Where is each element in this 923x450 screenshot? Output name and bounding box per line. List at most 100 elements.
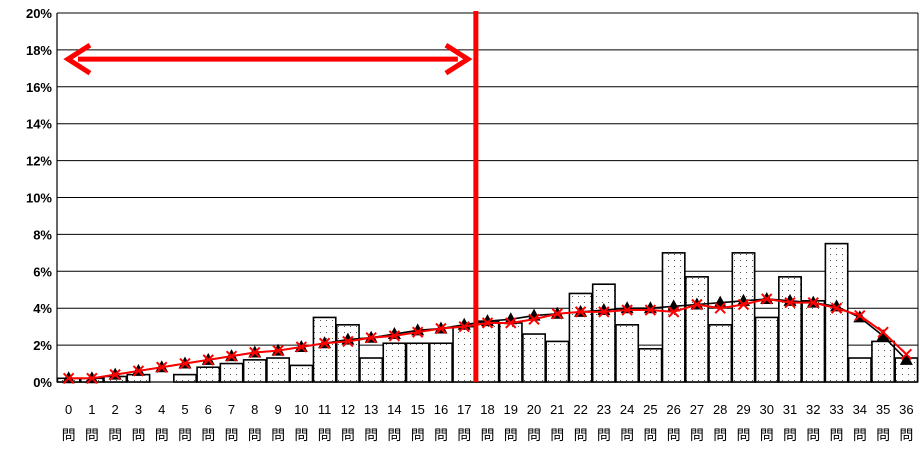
- x-marker: [644, 304, 657, 316]
- x-tick-suffix: 問: [643, 428, 657, 444]
- x-marker-stroke: [644, 304, 657, 316]
- bar: [498, 322, 523, 383]
- x-marker: [295, 341, 308, 353]
- bar: [382, 342, 407, 383]
- x-tick-suffix: 問: [690, 428, 704, 444]
- x-marker-stroke: [854, 309, 866, 322]
- annotations: [63, 11, 479, 382]
- x-tick-label: 0: [65, 402, 72, 417]
- x-tick-label: 35: [876, 402, 890, 417]
- x-tick-suffix: 問: [899, 428, 913, 444]
- x-marker-stroke: [807, 296, 819, 309]
- x-marker: [365, 332, 377, 344]
- x-tick-label: 33: [829, 402, 843, 417]
- bar: [847, 357, 872, 383]
- bar: [545, 340, 570, 383]
- x-marker: [598, 306, 610, 318]
- x-marker: [830, 302, 843, 314]
- bar: [522, 333, 547, 383]
- x-tick-suffix: 問: [876, 428, 890, 444]
- y-tick-label: 6%: [33, 264, 52, 279]
- bar: [196, 366, 221, 383]
- x-marker: [202, 354, 214, 366]
- bar: [312, 316, 337, 383]
- bar: [242, 359, 267, 383]
- bar: [615, 324, 640, 383]
- y-tick-label: 8%: [33, 227, 52, 242]
- y-tick-label: 4%: [33, 301, 52, 316]
- x-tick-label: 5: [181, 402, 188, 417]
- bar: [428, 342, 453, 383]
- x-tick-label: 1: [88, 402, 95, 417]
- y-tick-label: 14%: [26, 117, 52, 132]
- x-tick-suffix: 問: [387, 428, 401, 444]
- x-tick-suffix: 問: [271, 428, 285, 444]
- x-marker-stroke: [411, 326, 424, 338]
- x-marker-stroke: [435, 322, 447, 335]
- x-marker-stroke: [295, 341, 308, 353]
- x-tick-suffix: 問: [434, 428, 448, 444]
- x-tick-label: 10: [294, 402, 308, 417]
- x-tick-label: 24: [620, 402, 634, 417]
- x-tick-suffix: 問: [760, 428, 774, 444]
- x-marker-stroke: [528, 313, 540, 325]
- x-tick-label: 26: [666, 402, 680, 417]
- x-marker-stroke: [318, 337, 331, 349]
- bar: [731, 252, 756, 383]
- x-tick-label: 16: [434, 402, 448, 417]
- bar: [778, 276, 802, 383]
- bar: [801, 300, 826, 383]
- x-tick-label: 23: [597, 402, 611, 417]
- x-marker-stroke: [667, 306, 680, 318]
- x-tick-suffix: 問: [364, 428, 378, 444]
- x-tick-label: 20: [527, 402, 541, 417]
- x-tick-label: 32: [806, 402, 820, 417]
- x-marker-stroke: [551, 308, 564, 320]
- x-marker-stroke: [737, 298, 750, 311]
- x-marker: [714, 302, 726, 314]
- y-tick-label: 10%: [26, 191, 52, 206]
- x-marker-stroke: [574, 306, 587, 318]
- bar: [475, 320, 500, 383]
- x-tick-suffix: 問: [294, 428, 308, 444]
- arrow-head-left: [63, 43, 92, 76]
- x-tick-label: 2: [112, 402, 119, 417]
- x-tick-suffix: 問: [318, 428, 332, 444]
- x-tick-label: 12: [341, 402, 355, 417]
- x-marker: [272, 344, 284, 357]
- x-marker: [411, 326, 424, 338]
- x-tick-label: 28: [713, 402, 727, 417]
- x-tick-suffix: 問: [457, 428, 471, 444]
- x-tick-label: 8: [251, 402, 258, 417]
- x-tick-label: 30: [760, 402, 774, 417]
- x-marker-stroke: [830, 302, 843, 314]
- bar: [684, 276, 709, 383]
- x-marker: [342, 335, 354, 348]
- x-tick-suffix: 問: [131, 428, 145, 444]
- bar: [591, 283, 616, 383]
- x-tick-suffix: 問: [341, 428, 355, 444]
- x-marker: [877, 326, 889, 338]
- x-marker-stroke: [86, 372, 98, 385]
- lines: [62, 291, 913, 385]
- x-tick-suffix: 問: [201, 428, 215, 444]
- x-marker: [435, 322, 447, 335]
- x-tick-label: 3: [135, 402, 142, 417]
- x-marker-stroke: [179, 357, 191, 370]
- x-marker-stroke: [342, 335, 354, 348]
- x-marker-stroke: [249, 346, 261, 359]
- x-marker: [458, 320, 470, 333]
- x-marker-stroke: [784, 296, 796, 309]
- triangle-marker: [899, 352, 913, 365]
- bar: [266, 357, 291, 383]
- x-marker-stroke: [156, 361, 168, 373]
- x-marker: [109, 368, 121, 381]
- triangle-marker: [504, 312, 518, 325]
- bar: [173, 373, 197, 383]
- x-marker-stroke: [598, 306, 610, 318]
- x-axis-ticks: 0問1問2問3問4問5問6問7問8問9問10問11問12問13問14問15問16…: [62, 402, 914, 444]
- x-marker: [854, 309, 866, 322]
- x-marker-stroke: [761, 293, 773, 305]
- x-tick-label: 15: [410, 402, 424, 417]
